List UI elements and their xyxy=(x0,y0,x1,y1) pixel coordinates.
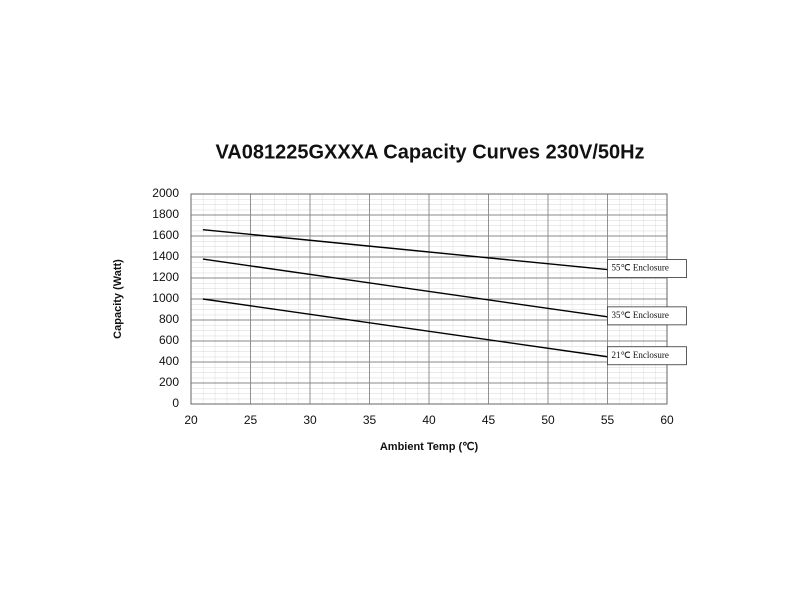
data-line xyxy=(202,258,608,318)
x-tick-label: 30 xyxy=(303,413,317,427)
annotation-box xyxy=(607,259,687,279)
x-tick-label: 45 xyxy=(482,413,496,427)
annotation-box xyxy=(607,346,687,366)
x-tick-label: 50 xyxy=(541,413,555,427)
series-label: 21℃ Enclosure xyxy=(612,350,669,360)
series-label: 35℃ Enclosure xyxy=(612,310,669,320)
y-tick-label: 0 xyxy=(172,396,179,410)
plot-frame xyxy=(190,193,668,405)
y-tick-label: 200 xyxy=(159,375,179,389)
y-tick-label: 1600 xyxy=(152,228,179,242)
y-tick-label: 2000 xyxy=(152,186,179,200)
x-tick-label: 35 xyxy=(363,413,377,427)
y-tick-label: 1800 xyxy=(152,207,179,221)
y-tick-label: 400 xyxy=(159,354,179,368)
data-line xyxy=(202,229,608,271)
y-tick-label: 1400 xyxy=(152,249,179,263)
y-tick-label: 600 xyxy=(159,333,179,347)
y-tick-label: 1000 xyxy=(152,291,179,305)
y-tick-label: 1200 xyxy=(152,270,179,284)
x-tick-label: 60 xyxy=(660,413,674,427)
x-tick-label: 40 xyxy=(422,413,436,427)
annotation-box xyxy=(607,306,687,326)
data-line xyxy=(202,298,608,358)
x-tick-label: 25 xyxy=(244,413,258,427)
x-tick-label: 55 xyxy=(601,413,615,427)
x-tick-label: 20 xyxy=(184,413,198,427)
y-axis-label: Capacity (Watt) xyxy=(112,259,124,339)
series-label: 55℃ Enclosure xyxy=(612,263,669,273)
y-tick-label: 800 xyxy=(159,312,179,326)
x-axis-label: Ambient Temp (℃) xyxy=(380,441,479,453)
chart-title: VA081225GXXXA Capacity Curves 230V/50Hz xyxy=(215,141,644,163)
